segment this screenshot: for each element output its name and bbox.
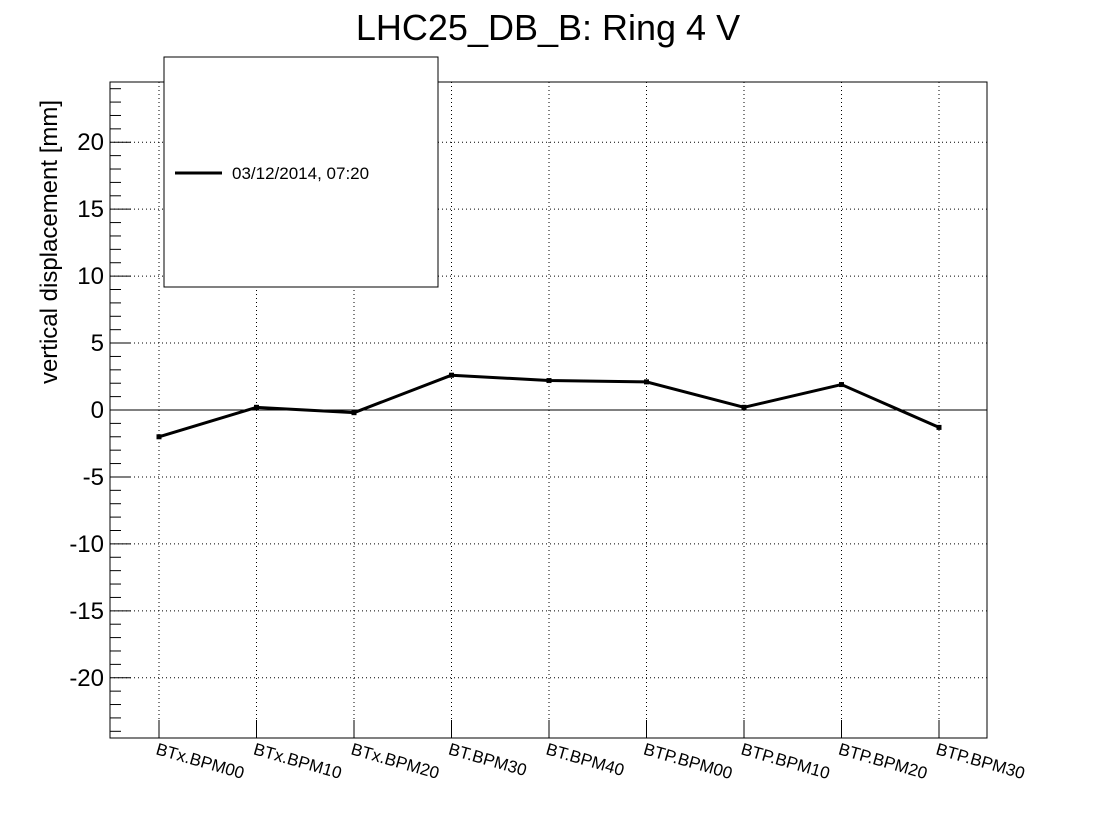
y-tick-label: -15 [69,598,104,625]
data-point [839,382,844,388]
x-tick-label: BTP.BPM30 [934,740,1027,783]
x-tick-label: BTx.BPM20 [349,740,441,783]
y-tick-label: 0 [91,397,104,424]
y-tick-label: -20 [69,665,104,692]
x-tick-label: BT.BPM40 [544,740,626,780]
y-tick-label: -10 [69,531,104,558]
x-axis: BTx.BPM00 BTx.BPM10 BTx.BPM20 BT.BPM30 BT.BP… [154,720,1027,783]
x-tick-label: BTx.BPM10 [251,740,343,783]
x-tick-label: BTP.BPM10 [739,740,832,783]
data-point [936,424,942,430]
chart-title: LHC25_DB_B: Ring 4 V [356,7,740,48]
series-line [158,373,940,439]
x-tick-label: BT.BPM30 [446,740,528,780]
y-axis: -20 -15 -10 -5 0 5 10 15 20 [69,88,131,732]
x-tick-label: BTP.BPM00 [641,740,734,783]
x-tick-label: BTx.BPM00 [154,740,246,783]
data-point [546,378,552,384]
y-tick-label: 5 [91,330,104,357]
legend-entry-label: 03/12/2014, 07:20 [232,164,369,183]
data-point [351,410,357,416]
data-point [741,404,747,410]
series-layer [156,372,942,440]
data-point [449,372,454,378]
y-tick-label: 15 [77,196,104,223]
y-axis-label: vertical displacement [mm] [36,100,63,384]
y-tick-label: -5 [83,464,104,491]
data-point [156,434,162,440]
data-point [254,404,259,410]
y-tick-label: 20 [77,129,104,156]
x-tick-label: BTP.BPM20 [836,740,929,783]
legend: 03/12/2014, 07:20 [163,56,439,288]
y-tick-label: 10 [77,263,104,290]
data-point [644,379,649,385]
